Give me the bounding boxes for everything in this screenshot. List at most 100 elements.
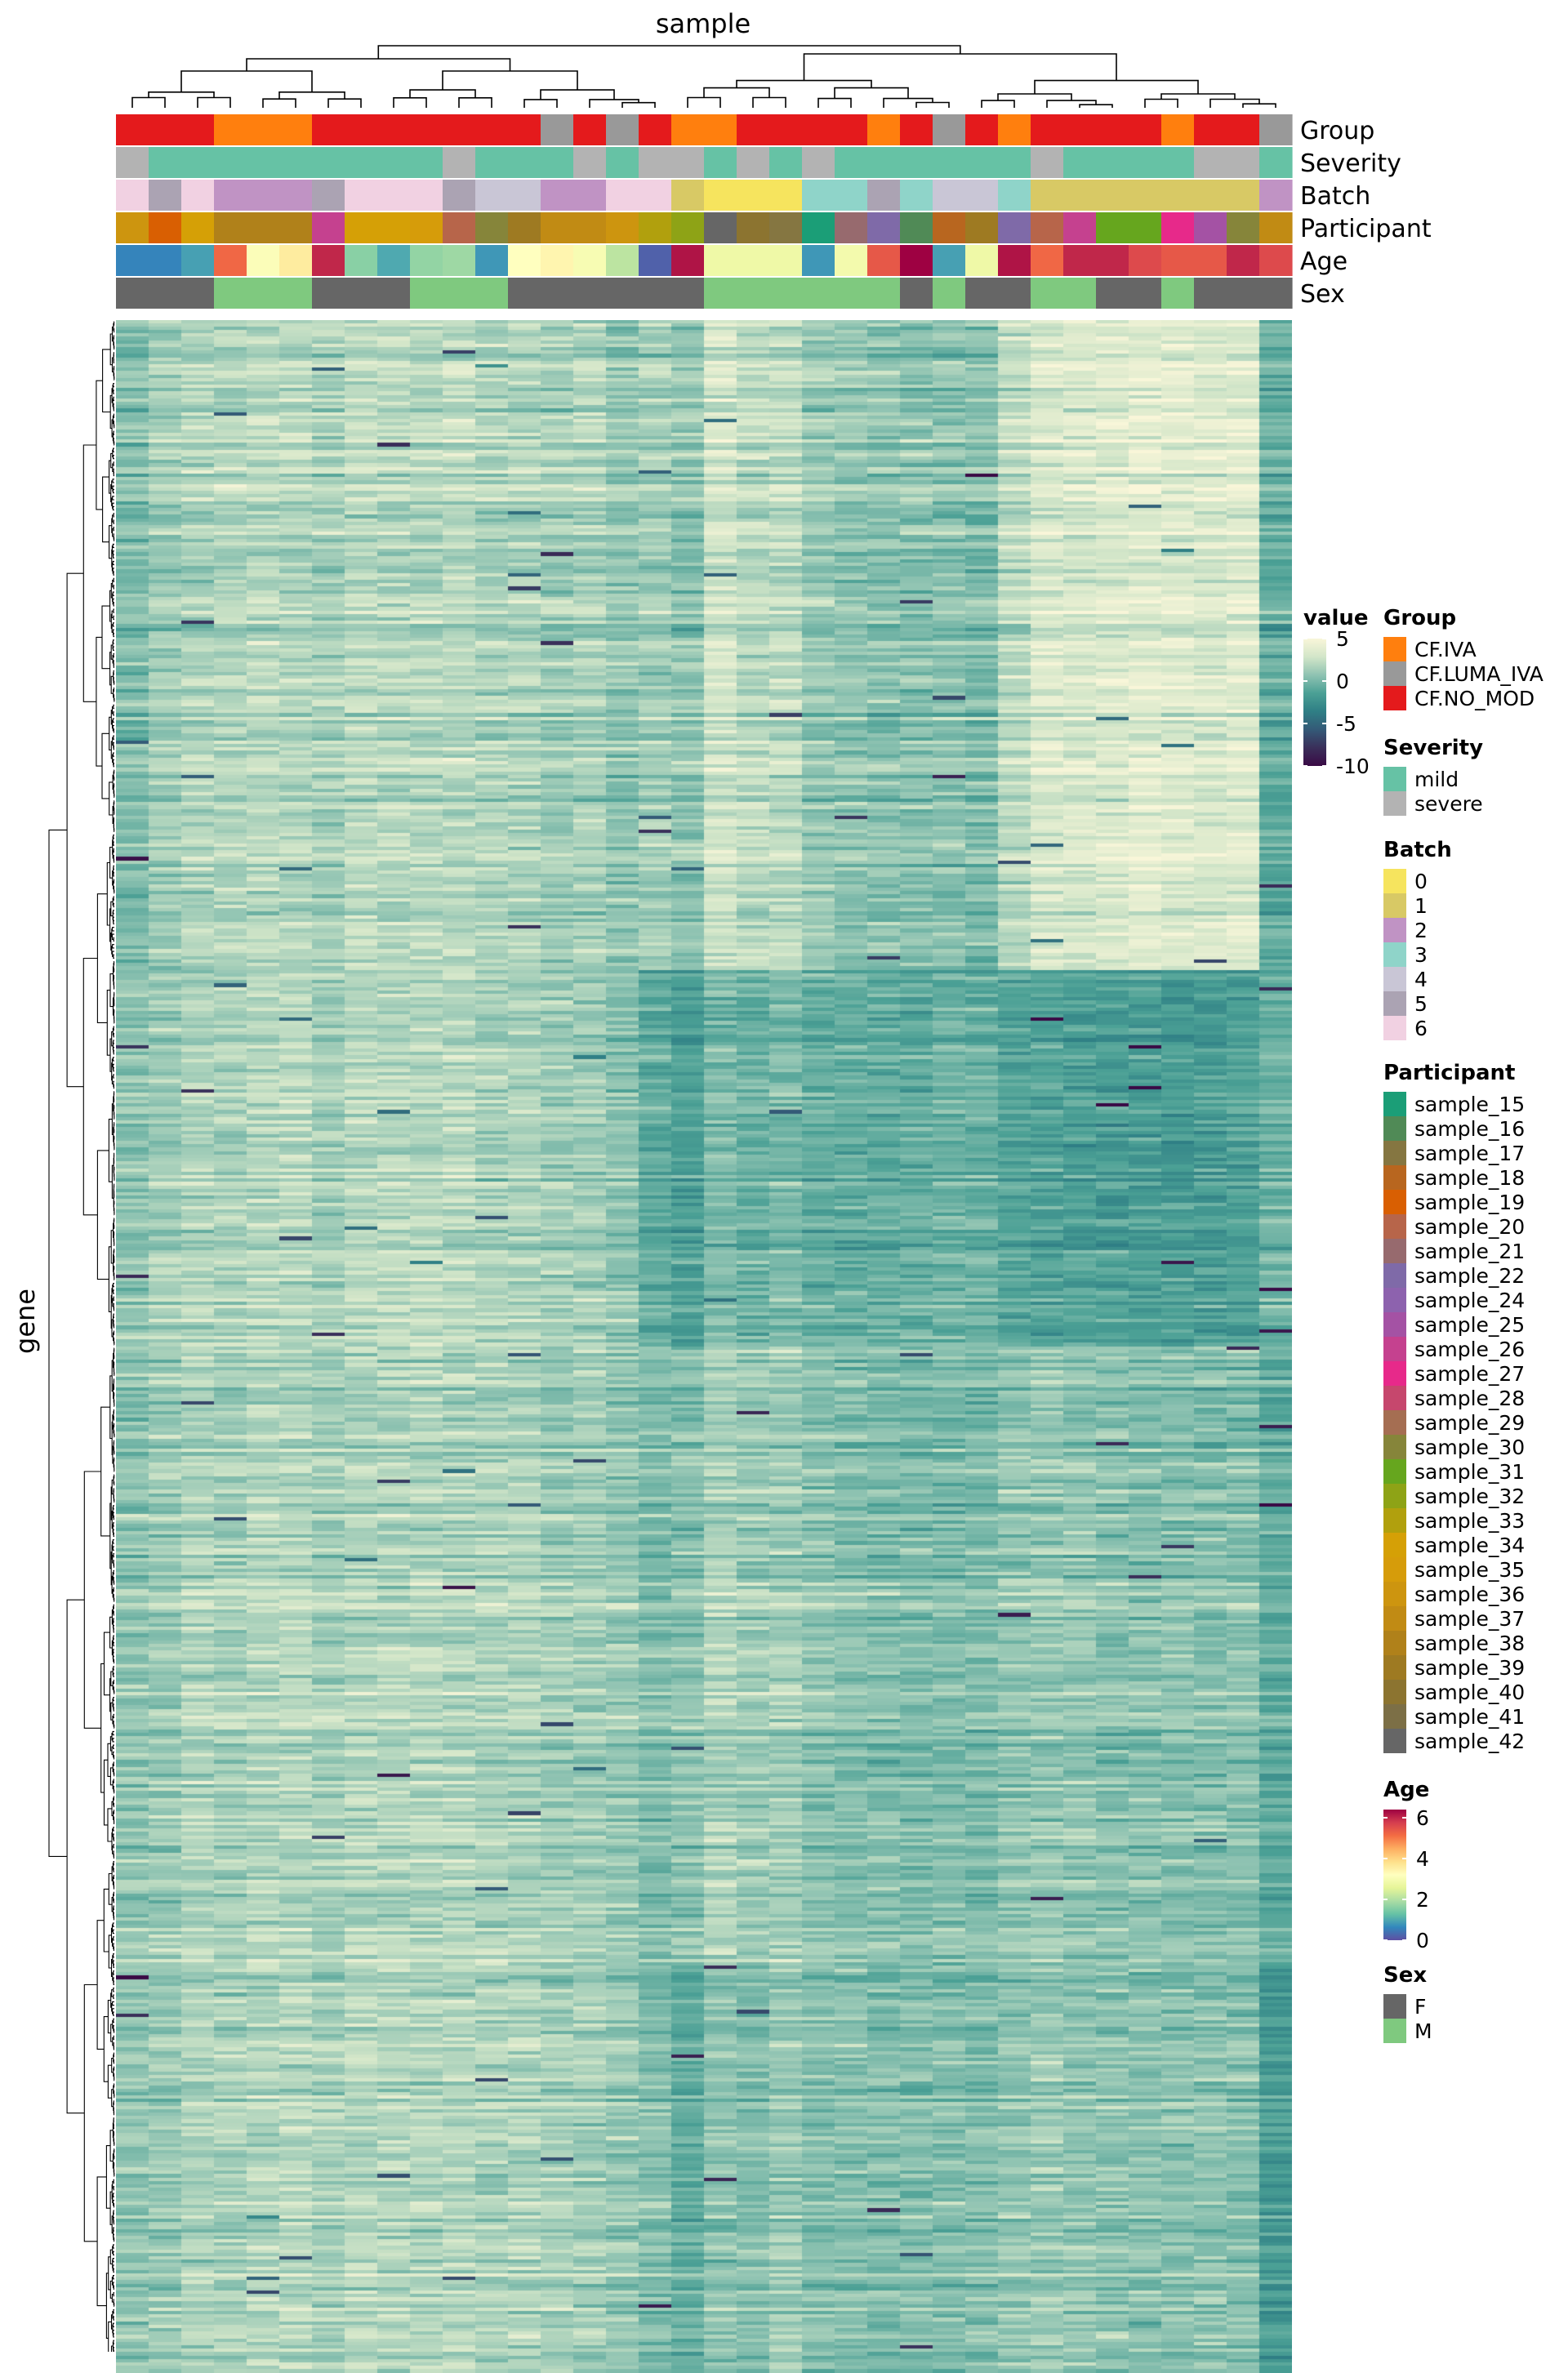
annotation-cell-batch-2 <box>149 180 182 211</box>
annotation-cell-age-6 <box>279 245 313 276</box>
annotation-cell-group-5 <box>247 114 280 145</box>
annotation-cell-group-31 <box>1096 114 1129 145</box>
legend-label-batch: 4 <box>1414 968 1428 991</box>
legend-swatch-participant <box>1383 1410 1406 1435</box>
annotation-cell-sex-23 <box>835 278 868 309</box>
legend-label-participant: sample_38 <box>1414 1632 1525 1655</box>
annotation-cell-participant-6 <box>279 212 313 243</box>
legend-swatch-batch <box>1383 942 1406 967</box>
annotation-cell-batch-15 <box>573 180 607 211</box>
annotation-cell-severity-15 <box>573 147 607 178</box>
annotation-cell-batch-30 <box>1063 180 1097 211</box>
legend-colorbar-age <box>1383 1810 1406 1940</box>
annotation-cell-sex-31 <box>1096 278 1129 309</box>
legend-swatch-participant <box>1383 1312 1406 1337</box>
annotation-cell-sex-18 <box>671 278 705 309</box>
annotation-cell-participant-16 <box>606 212 639 243</box>
legend-label-participant: sample_20 <box>1414 1215 1525 1239</box>
annotation-cell-group-8 <box>345 114 378 145</box>
annotation-cell-sex-7 <box>312 278 345 309</box>
legend-label-participant: sample_26 <box>1414 1338 1525 1361</box>
annotation-cell-severity-23 <box>835 147 868 178</box>
annotation-cell-batch-20 <box>737 180 770 211</box>
annotation-cell-age-18 <box>671 245 705 276</box>
legend-title-participant: Participant <box>1383 1061 1515 1085</box>
annotation-labels: Group Severity Batch Participant Age Sex <box>1300 117 1432 309</box>
legend-label-participant: sample_17 <box>1414 1142 1525 1165</box>
annotation-cell-participant-30 <box>1063 212 1097 243</box>
annotation-cell-batch-25 <box>900 180 933 211</box>
legend-label-participant: sample_25 <box>1414 1313 1525 1337</box>
annotation-cell-age-35 <box>1227 245 1260 276</box>
annotation-label-group: Group <box>1300 117 1374 145</box>
annotation-cell-batch-12 <box>475 180 509 211</box>
annotation-cell-participant-34 <box>1194 212 1227 243</box>
annotation-cell-participant-31 <box>1096 212 1129 243</box>
annotation-cell-sex-2 <box>149 278 182 309</box>
legend-colorbar-value <box>1303 639 1326 766</box>
annotation-cell-sex-12 <box>475 278 509 309</box>
annotation-cell-severity-9 <box>377 147 411 178</box>
annotation-cell-participant-23 <box>835 212 868 243</box>
annotation-cell-group-10 <box>410 114 443 145</box>
annotation-cell-participant-14 <box>541 212 574 243</box>
annotation-cell-age-3 <box>181 245 215 276</box>
annotation-cell-group-4 <box>214 114 247 145</box>
legend-label-participant: sample_24 <box>1414 1289 1525 1312</box>
legend-label-participant: sample_42 <box>1414 1730 1525 1753</box>
annotation-cell-age-22 <box>802 245 835 276</box>
annotation-cell-group-15 <box>573 114 607 145</box>
annotation-cell-participant-17 <box>639 212 672 243</box>
legend-panel: value50-5-10GroupCF.IVACF.LUMA_IVACF.NO_… <box>1303 606 1544 2043</box>
annotation-cell-sex-22 <box>802 278 835 309</box>
annotation-cell-batch-11 <box>443 180 476 211</box>
annotation-cell-severity-35 <box>1227 147 1260 178</box>
legend-swatch-batch <box>1383 991 1406 1016</box>
annotation-cell-participant-25 <box>900 212 933 243</box>
legend-title-severity: Severity <box>1383 736 1483 760</box>
legend-label-participant: sample_36 <box>1414 1583 1525 1606</box>
legend-tick-value: -10 <box>1336 755 1370 778</box>
annotation-cell-participant-8 <box>345 212 378 243</box>
annotation-cell-participant-21 <box>769 212 803 243</box>
annotation-cell-batch-8 <box>345 180 378 211</box>
legend-label-participant: sample_30 <box>1414 1436 1525 1459</box>
legend-swatch-participant <box>1383 1337 1406 1361</box>
legend-label-batch: 0 <box>1414 870 1428 893</box>
annotation-cell-age-9 <box>377 245 411 276</box>
annotation-cell-severity-33 <box>1161 147 1195 178</box>
legend-swatch-participant <box>1383 1116 1406 1141</box>
annotation-cell-participant-22 <box>802 212 835 243</box>
annotation-cell-group-1 <box>116 114 149 145</box>
annotation-cell-sex-14 <box>541 278 574 309</box>
annotation-cell-batch-1 <box>116 180 149 211</box>
legend-swatch-batch <box>1383 869 1406 893</box>
annotation-cell-severity-30 <box>1063 147 1097 178</box>
annotation-cell-age-11 <box>443 245 476 276</box>
legend-label-group: CF.IVA <box>1414 638 1477 661</box>
annotation-cell-batch-13 <box>508 180 541 211</box>
legend-swatch-participant <box>1383 1508 1406 1533</box>
annotation-cell-participant-3 <box>181 212 215 243</box>
annotation-cell-sex-21 <box>769 278 803 309</box>
legend-label-batch: 5 <box>1414 992 1428 1016</box>
legend-swatch-participant <box>1383 1386 1406 1410</box>
annotation-cell-group-20 <box>737 114 770 145</box>
legend-swatch-batch <box>1383 918 1406 942</box>
annotation-cell-age-10 <box>410 245 443 276</box>
annotation-cell-sex-13 <box>508 278 541 309</box>
legend-swatch-participant <box>1383 1459 1406 1484</box>
legend-label-participant: sample_39 <box>1414 1656 1525 1680</box>
legend-tick-age: 0 <box>1416 1929 1429 1952</box>
row-dendrogram-branches <box>48 321 115 2372</box>
annotation-cell-severity-28 <box>998 147 1031 178</box>
annotation-cell-age-2 <box>149 245 182 276</box>
annotation-cell-severity-18 <box>671 147 705 178</box>
annotation-cell-participant-36 <box>1259 212 1293 243</box>
legend-swatch-batch <box>1383 967 1406 991</box>
annotation-cell-severity-17 <box>639 147 672 178</box>
annotation-cell-sex-3 <box>181 278 215 309</box>
annotation-cell-age-7 <box>312 245 345 276</box>
annotation-cell-group-30 <box>1063 114 1097 145</box>
annotation-cell-sex-11 <box>443 278 476 309</box>
